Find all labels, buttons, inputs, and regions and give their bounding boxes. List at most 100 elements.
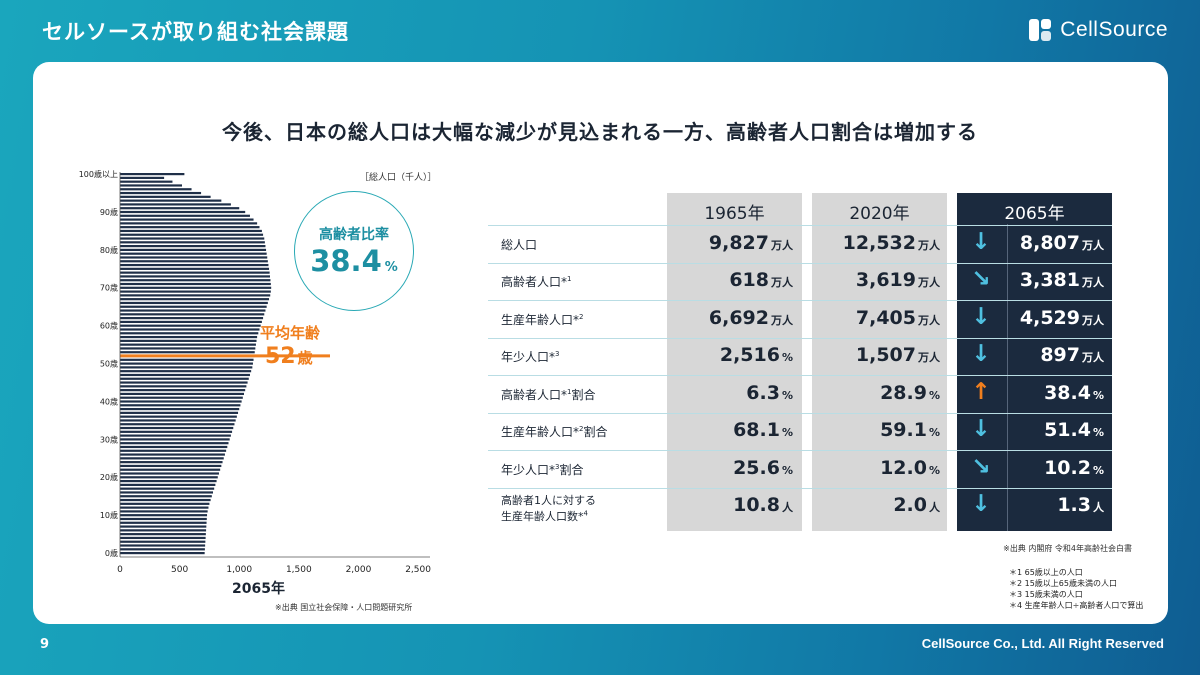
arrow-down-icon: ↓ (971, 416, 991, 443)
cell-2020: 12,532 万人 (842, 231, 940, 254)
pyramid-bar (120, 438, 230, 441)
pyramid-bar (120, 362, 253, 365)
pyramid-bar (120, 195, 211, 198)
pyramid-bar (120, 461, 223, 464)
row-divider (488, 487, 1112, 489)
pyramid-bar (120, 377, 249, 380)
pyramid-bar (120, 548, 205, 551)
pyramid-bar (120, 552, 205, 555)
pyramid-bar (120, 282, 271, 286)
row-divider (488, 225, 1112, 226)
pyramid-bar (120, 222, 258, 225)
pyramid-bar (120, 332, 259, 335)
footnotes: ＊1 65歳以上の人口 ＊2 15歳以上65歳未満の人口 ＊3 15歳未満の人口… (1009, 567, 1143, 611)
pyramid-bar (120, 453, 225, 456)
arrow-down-icon: ↓ (971, 341, 991, 368)
pyramid-bar (120, 294, 271, 297)
pyramid-bar (120, 510, 208, 513)
pyramid-bar (120, 218, 254, 221)
pyramid-bar (120, 449, 227, 452)
pyramid-bar (120, 241, 265, 244)
pyramid-bar (120, 184, 182, 187)
pyramid-bar (120, 271, 270, 274)
pyramid-bar (120, 305, 267, 308)
pyramid-bar (120, 544, 206, 547)
row-label: 高齢者1人に対する 生産年齢人口数*4 (501, 494, 596, 524)
pyramid-bar (120, 495, 212, 498)
row-divider (488, 262, 1112, 264)
pyramid-bar (120, 491, 213, 494)
pyramid-bar (120, 457, 224, 460)
header-2065: 2065年 (1004, 204, 1065, 224)
cell-2065: 8,807 万人 (1019, 231, 1104, 254)
pyramid-bar (120, 207, 240, 210)
cell-2065: 3,381 万人 (1019, 269, 1104, 292)
pyramid-bar (120, 483, 216, 486)
pyramid-bar (120, 351, 255, 354)
cell-2020: 7,405 万人 (855, 306, 940, 329)
pyramid-bar (120, 188, 192, 191)
cell-2065: 1.3 人 (1057, 494, 1104, 517)
pyramid-bar (120, 389, 246, 392)
headline: 今後、日本の総人口は大幅な減少が見込まれる一方、高齢者人口割合は増加する (222, 120, 978, 144)
pyramid-bar (120, 468, 221, 471)
pyramid-bar (120, 229, 262, 233)
pyramid-bar (120, 381, 248, 384)
cell-2065: 4,529 万人 (1019, 306, 1104, 329)
pyramid-bar (120, 434, 231, 437)
pyramid-bar (120, 373, 250, 377)
arrow-up-icon: ↑ (971, 378, 991, 405)
pyramid-bar (120, 339, 257, 342)
pyramid-bar (120, 298, 270, 301)
pyramid-bar (120, 514, 208, 517)
cell-2065: 51.4% (1044, 419, 1104, 442)
pyramid-bar (120, 498, 211, 502)
pyramid-bar (120, 536, 206, 540)
y-tick-label: 20歳 (100, 472, 118, 482)
pyramid-bar (120, 301, 268, 305)
cell-2020: 2.0 人 (893, 494, 940, 517)
pyramid-bar (120, 226, 260, 229)
cell-1965: 68.1% (733, 419, 793, 442)
cell-1965: 2,516% (719, 344, 793, 367)
row-divider (488, 337, 1112, 339)
row-label: 生産年齢人口*2割合 (501, 425, 608, 440)
pyramid-bar (120, 392, 244, 396)
cell-1965: 25.6% (733, 456, 793, 479)
pyramid-bar (120, 415, 237, 418)
pyramid-bar (120, 476, 218, 479)
pyramid-bar (120, 396, 243, 399)
pyramid-bar (120, 521, 207, 524)
pyramid-bar (120, 506, 209, 509)
cell-2020: 1,507 万人 (855, 344, 940, 367)
pyramid-bar (120, 400, 242, 403)
column-1965 (667, 193, 802, 531)
aging-ratio-label: 高齢者比率 (319, 227, 389, 243)
pyramid-bar (120, 442, 229, 445)
pyramid-bar (120, 419, 236, 422)
pyramid-bar (120, 320, 262, 324)
row-divider (488, 450, 1112, 451)
logo-text: CellSource (1060, 18, 1168, 41)
pyramid-bar (120, 245, 266, 248)
slide-title: セルソースが取り組む社会課題 (42, 20, 349, 44)
row-divider (488, 300, 1112, 301)
cell-2065: 10.2% (1044, 456, 1104, 479)
pyramid-bar (120, 313, 265, 316)
cellsource-logo-icon (1028, 18, 1052, 42)
pyramid-bar (120, 479, 217, 483)
y-tick-label: 0歳 (105, 548, 118, 558)
pyramid-bar (120, 309, 266, 312)
pyramid-bar (120, 256, 268, 259)
pyramid-bar (120, 279, 271, 282)
pyramid-bar (120, 248, 267, 251)
chart-unit-label: ［総人口（千人）］ (360, 173, 437, 183)
pyramid-bar (120, 464, 222, 468)
arrow-down-icon: ↓ (971, 228, 991, 255)
pyramid-bar (120, 263, 269, 267)
cell-2065: 897 万人 (1040, 344, 1104, 367)
x-tick-label: 2,500 (405, 565, 431, 575)
table-source: ※出典 内閣府 令和4年高齢社会白書 (1003, 544, 1132, 553)
pyramid-bar (120, 487, 215, 490)
cell-2020: 3,619 万人 (855, 269, 940, 292)
